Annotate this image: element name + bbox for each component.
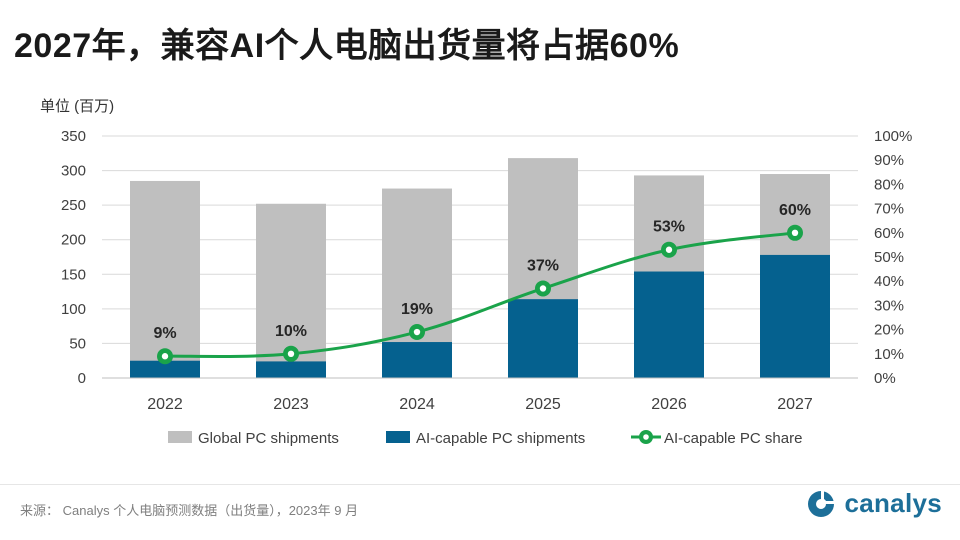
share-line-path — [164, 231, 796, 358]
y-axis-left: 0 50 100 150 200 250 300 350 — [61, 128, 86, 387]
x-tick-label: 2023 — [273, 396, 309, 413]
share-data-label: 10% — [275, 323, 307, 340]
x-tick-label: 2026 — [651, 396, 687, 413]
ai-bars — [130, 254, 830, 378]
source-note: 来源： Canalys 个人电脑预测数据（出货量），2023年 9 月 — [20, 503, 359, 518]
x-axis-labels: 2022 2023 2024 2025 2026 2027 — [147, 396, 813, 413]
x-tick-label: 2027 — [777, 396, 813, 413]
y-tick-label: 200 — [61, 232, 86, 249]
legend-label-global: Global PC shipments — [198, 430, 339, 447]
y-tick-label: 300 — [61, 163, 86, 180]
x-tick-label: 2024 — [399, 396, 435, 413]
bar-ai-2022 — [130, 360, 200, 378]
bar-ai-2023 — [256, 361, 326, 378]
y-tick-label: 50 — [69, 335, 86, 352]
bar-global-2022 — [130, 180, 200, 378]
bar-ai-2025 — [508, 299, 578, 378]
y2-tick-label: 40% — [874, 273, 904, 290]
y2-tick-label: 90% — [874, 152, 904, 169]
canalys-logo-text: canalys — [844, 488, 942, 518]
y2-tick-label: 80% — [874, 176, 904, 193]
canalys-logo-icon — [808, 490, 835, 517]
y2-tick-label: 100% — [874, 128, 912, 145]
share-point-center — [161, 353, 169, 360]
y-tick-label: 250 — [61, 197, 86, 214]
y-axis-unit-label: 单位 (百万) — [40, 98, 115, 115]
share-point-center — [791, 229, 799, 236]
y-tick-label: 350 — [61, 128, 86, 145]
y-axis-right: 0% 10% 20% 30% 40% 50% 60% 70% 80% 90% 100% — [874, 128, 912, 387]
legend-swatch-global — [168, 431, 192, 443]
legend-swatch-share-center — [643, 434, 649, 440]
chart-title: 2027年，兼容AI个人电脑出货量将占据60% — [14, 27, 680, 65]
global-bars — [130, 158, 830, 378]
share-point-center — [539, 285, 547, 292]
legend: Global PC shipments AI-capable PC shipmen… — [168, 430, 802, 447]
x-tick-label: 2025 — [525, 396, 561, 413]
footer-divider — [0, 484, 960, 485]
y2-tick-label: 30% — [874, 297, 904, 314]
share-point-center — [413, 328, 421, 336]
y-tick-label: 150 — [61, 266, 86, 283]
chart: 9% 10%19%37%53%60% 050100150200250300350 … — [61, 128, 912, 447]
share-data-label: 9% — [153, 325, 176, 342]
legend-label-share: AI-capable PC share — [664, 430, 802, 447]
share-point-center — [665, 246, 673, 253]
y2-tick-label: 70% — [874, 201, 904, 218]
canalys-logo: canalys — [806, 488, 942, 519]
y2-tick-label: 0% — [874, 370, 896, 387]
share-data-label: 53% — [653, 219, 685, 236]
share-data-label: 60% — [779, 202, 811, 219]
bar-ai-2027 — [760, 254, 830, 378]
y-tick-label: 100 — [61, 301, 86, 318]
share-data-label: 19% — [401, 301, 433, 318]
share-point-center — [287, 350, 295, 357]
bar-ai-2026 — [634, 271, 704, 378]
bar-ai-2024 — [382, 342, 452, 378]
share-data-label: 37% — [527, 257, 559, 274]
y2-tick-label: 60% — [874, 225, 904, 242]
y2-tick-label: 20% — [874, 322, 904, 339]
legend-swatch-ai — [386, 431, 410, 443]
y2-tick-label: 10% — [874, 346, 904, 363]
share-line-series: 9% 10% 19% 37% 53% 60% — [153, 202, 811, 365]
y2-tick-label: 50% — [874, 249, 904, 266]
legend-label-ai: AI-capable PC shipments — [416, 430, 585, 447]
x-tick-label: 2022 — [147, 396, 183, 413]
y-tick-label: 0 — [78, 370, 86, 387]
